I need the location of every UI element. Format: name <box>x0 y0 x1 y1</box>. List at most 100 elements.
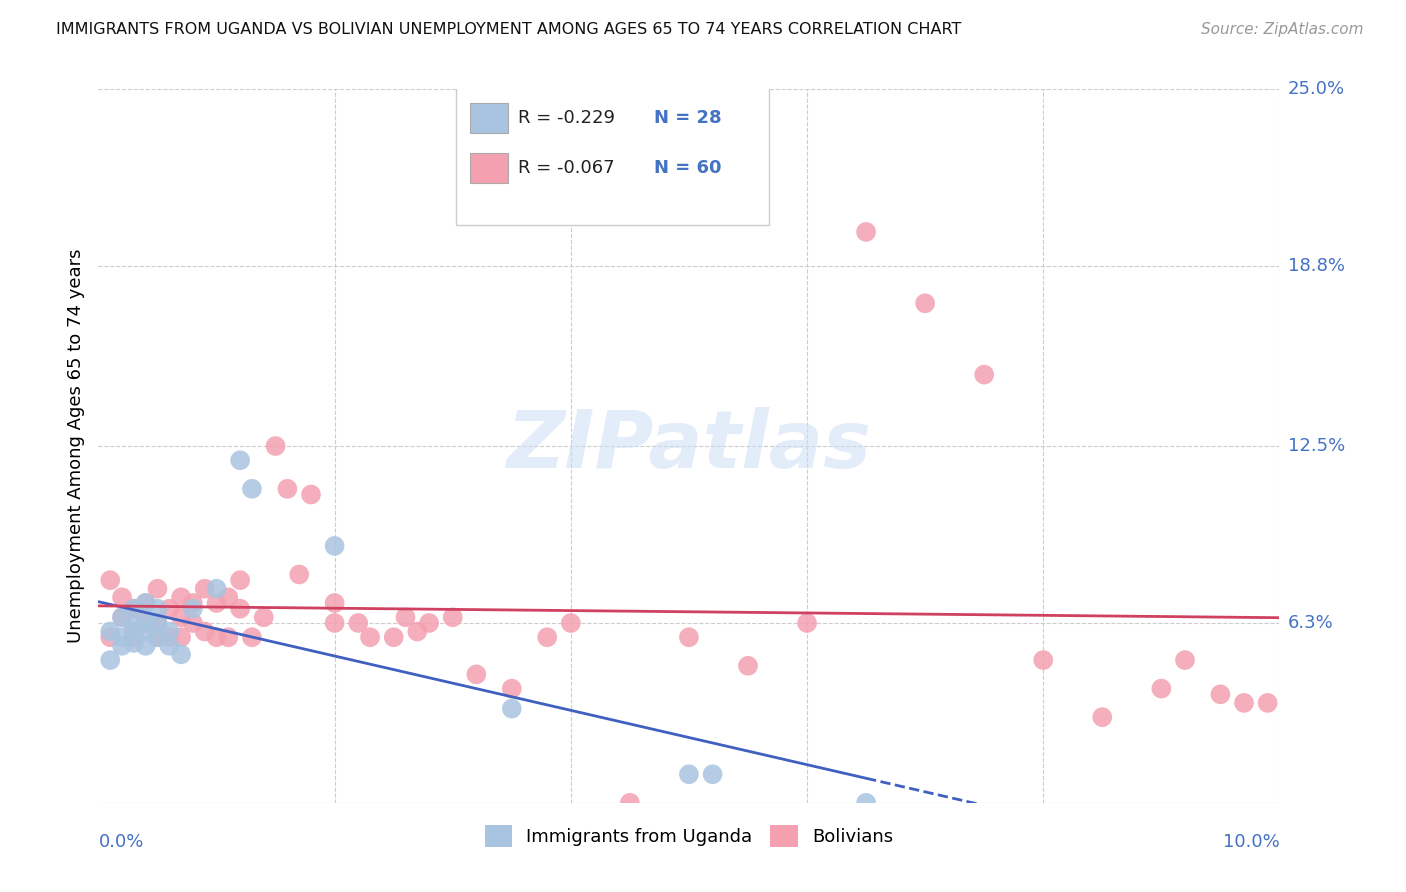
Point <box>181 615 204 630</box>
Point <box>1032 653 1054 667</box>
Point <box>240 630 263 644</box>
Point <box>170 591 193 605</box>
Text: ZIPatlas: ZIPatlas <box>506 407 872 485</box>
Point <box>122 630 145 644</box>
Point <box>217 630 239 644</box>
Point <box>111 630 134 644</box>
Point <box>702 767 724 781</box>
Point <box>146 615 169 630</box>
Point <box>205 630 228 644</box>
Point <box>1209 687 1232 701</box>
Point <box>678 767 700 781</box>
Point <box>394 610 416 624</box>
Text: N = 60: N = 60 <box>654 159 721 177</box>
Point <box>205 596 228 610</box>
Point <box>536 630 558 644</box>
Point <box>111 591 134 605</box>
Text: Source: ZipAtlas.com: Source: ZipAtlas.com <box>1201 22 1364 37</box>
Point <box>146 582 169 596</box>
Point <box>122 624 145 639</box>
Point <box>181 601 204 615</box>
Point <box>1233 696 1256 710</box>
Point <box>441 610 464 624</box>
Point <box>264 439 287 453</box>
Text: 25.0%: 25.0% <box>1288 80 1346 98</box>
Text: 6.3%: 6.3% <box>1288 614 1333 632</box>
Point <box>276 482 298 496</box>
Point <box>157 630 180 644</box>
Point <box>288 567 311 582</box>
Point <box>229 573 252 587</box>
Point <box>146 615 169 630</box>
Y-axis label: Unemployment Among Ages 65 to 74 years: Unemployment Among Ages 65 to 74 years <box>66 249 84 643</box>
Point <box>855 796 877 810</box>
Point <box>170 610 193 624</box>
Point <box>299 487 322 501</box>
Point <box>194 582 217 596</box>
Point <box>135 615 157 630</box>
Point <box>111 610 134 624</box>
Point <box>135 596 157 610</box>
Point <box>98 630 121 644</box>
Point <box>678 630 700 644</box>
Point <box>465 667 488 681</box>
Point <box>135 596 157 610</box>
Point <box>111 639 134 653</box>
Point <box>135 615 157 630</box>
Point <box>98 573 121 587</box>
Point <box>146 601 169 615</box>
Text: 0.0%: 0.0% <box>98 833 143 851</box>
Point <box>170 648 193 662</box>
Point <box>1174 653 1197 667</box>
Text: R = -0.229: R = -0.229 <box>517 109 614 127</box>
Legend: Immigrants from Uganda, Bolivians: Immigrants from Uganda, Bolivians <box>478 818 900 855</box>
FancyBboxPatch shape <box>471 103 508 133</box>
Point <box>98 624 121 639</box>
Point <box>737 658 759 673</box>
Point <box>1091 710 1114 724</box>
Point <box>406 624 429 639</box>
Point <box>98 653 121 667</box>
Point <box>240 482 263 496</box>
Point <box>323 539 346 553</box>
Point <box>111 610 134 624</box>
Point <box>122 601 145 615</box>
Text: 12.5%: 12.5% <box>1288 437 1346 455</box>
Point <box>382 630 405 644</box>
Point <box>157 601 180 615</box>
Point <box>157 624 180 639</box>
Point <box>323 596 346 610</box>
Point <box>359 630 381 644</box>
Text: R = -0.067: R = -0.067 <box>517 159 614 177</box>
FancyBboxPatch shape <box>457 87 769 225</box>
Point <box>194 624 217 639</box>
Point <box>973 368 995 382</box>
Point <box>135 624 157 639</box>
Point <box>205 582 228 596</box>
Text: 18.8%: 18.8% <box>1288 257 1344 275</box>
Text: N = 28: N = 28 <box>654 109 721 127</box>
Point <box>347 615 370 630</box>
FancyBboxPatch shape <box>471 153 508 183</box>
Point <box>122 624 145 639</box>
Point <box>170 630 193 644</box>
Point <box>1150 681 1173 696</box>
Point <box>855 225 877 239</box>
Text: IMMIGRANTS FROM UGANDA VS BOLIVIAN UNEMPLOYMENT AMONG AGES 65 TO 74 YEARS CORREL: IMMIGRANTS FROM UGANDA VS BOLIVIAN UNEMP… <box>56 22 962 37</box>
Point <box>501 681 523 696</box>
Point <box>122 636 145 650</box>
Point <box>181 596 204 610</box>
Text: 10.0%: 10.0% <box>1223 833 1279 851</box>
Point <box>501 701 523 715</box>
Point <box>157 639 180 653</box>
Point <box>619 796 641 810</box>
Point <box>253 610 276 624</box>
Point <box>560 615 582 630</box>
Point <box>146 630 169 644</box>
Point <box>796 615 818 630</box>
Point <box>1257 696 1279 710</box>
Point <box>323 615 346 630</box>
Point <box>217 591 239 605</box>
Point <box>135 639 157 653</box>
Point <box>146 630 169 644</box>
